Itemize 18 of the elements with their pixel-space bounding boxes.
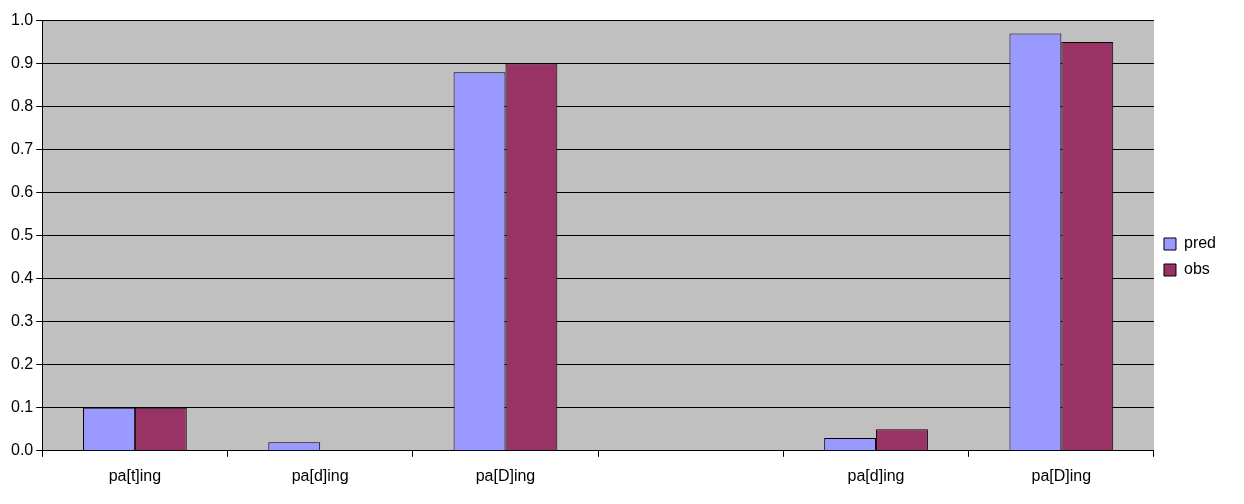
y-tick-label: 1.0 — [10, 11, 34, 29]
x-tick-label: pa[d]ing — [291, 466, 349, 484]
y-tick-label: 0.8 — [10, 97, 34, 115]
x-tick-label: pa[D]ing — [1031, 466, 1092, 484]
y-tick-label: 0.9 — [10, 54, 34, 72]
y-tick-label: 0.5 — [10, 226, 34, 244]
y-tick-label: 0.7 — [10, 140, 34, 158]
y-tick-label: 0.0 — [10, 441, 34, 459]
y-tick-label: 0.3 — [10, 312, 34, 330]
y-tick-label: 0.6 — [10, 183, 34, 201]
legend-label: obs — [1183, 260, 1210, 278]
x-tick-label: pa[d]ing — [847, 466, 905, 484]
x-tick-label: pa[t]ing — [108, 466, 162, 484]
y-tick-label: 0.1 — [10, 398, 34, 416]
x-tick-label: pa[D]ing — [475, 466, 536, 484]
y-tick-label: 0.4 — [10, 269, 34, 287]
y-tick-label: 0.2 — [10, 355, 34, 373]
legend-label: pred — [1183, 234, 1217, 252]
